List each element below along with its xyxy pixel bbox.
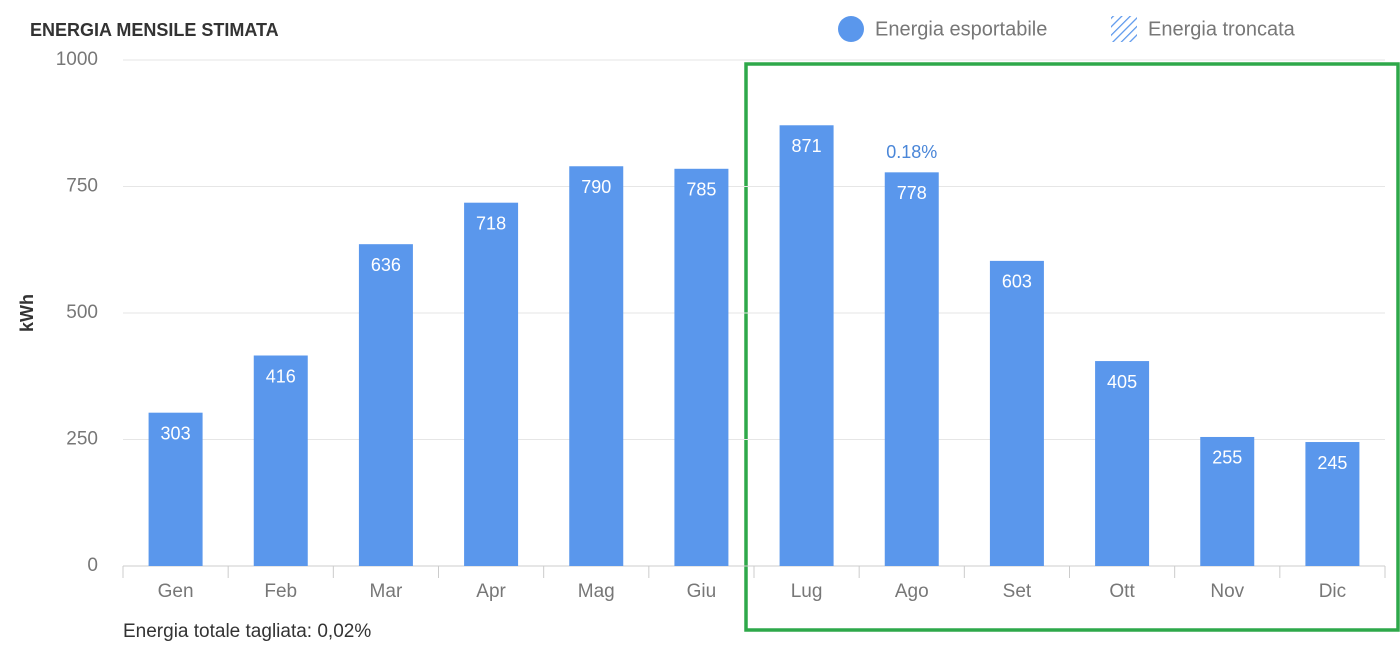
chart-title: ENERGIA MENSILE STIMATA [30, 20, 279, 40]
legend-swatch [838, 16, 864, 42]
bar [884, 172, 939, 566]
bar [148, 412, 203, 566]
bar [464, 202, 519, 566]
annotation: 0.18% [886, 142, 937, 162]
x-tick-label: Mag [578, 581, 615, 602]
value-label: 303 [161, 423, 191, 443]
bar [1305, 442, 1360, 566]
value-label: 785 [686, 180, 716, 200]
footnote: Energia totale tagliata: 0,02% [123, 621, 371, 642]
bar [253, 355, 308, 566]
y-axis-label: kWh [17, 294, 37, 332]
y-tick-label: 500 [66, 302, 98, 323]
y-tick-label: 750 [66, 176, 98, 197]
bar [674, 168, 729, 567]
x-tick-label: Ago [895, 581, 929, 602]
y-tick-label: 0 [87, 555, 98, 576]
legend-label: Energia troncata [1148, 18, 1296, 40]
x-tick-label: Set [1003, 581, 1032, 602]
legend-swatch-hatched [1111, 16, 1137, 42]
value-label: 603 [1002, 272, 1032, 292]
value-label: 778 [897, 183, 927, 203]
value-label: 718 [476, 213, 506, 233]
x-tick-label: Apr [476, 581, 506, 602]
x-tick-label: Gen [158, 581, 194, 602]
bar [779, 125, 834, 567]
legend-label: Energia esportabile [875, 18, 1047, 40]
bar [989, 260, 1044, 566]
bar [569, 166, 624, 566]
value-label: 871 [792, 136, 822, 156]
value-label: 405 [1107, 372, 1137, 392]
x-tick-label: Giu [687, 581, 717, 602]
value-label: 790 [581, 177, 611, 197]
x-tick-label: Nov [1210, 581, 1244, 602]
value-label: 636 [371, 255, 401, 275]
x-tick-label: Dic [1319, 581, 1346, 602]
bar [1095, 361, 1150, 566]
value-label: 416 [266, 366, 296, 386]
value-label: 245 [1317, 453, 1347, 473]
bar [358, 244, 413, 566]
highlight-box [744, 62, 1400, 632]
value-label: 255 [1212, 448, 1242, 468]
x-tick-label: Mar [370, 581, 403, 602]
x-tick-label: Lug [791, 581, 823, 602]
y-tick-label: 250 [66, 429, 98, 450]
x-tick-label: Ott [1109, 581, 1135, 602]
x-tick-label: Feb [264, 581, 297, 602]
bar [1200, 436, 1255, 566]
y-tick-label: 1000 [56, 49, 98, 70]
